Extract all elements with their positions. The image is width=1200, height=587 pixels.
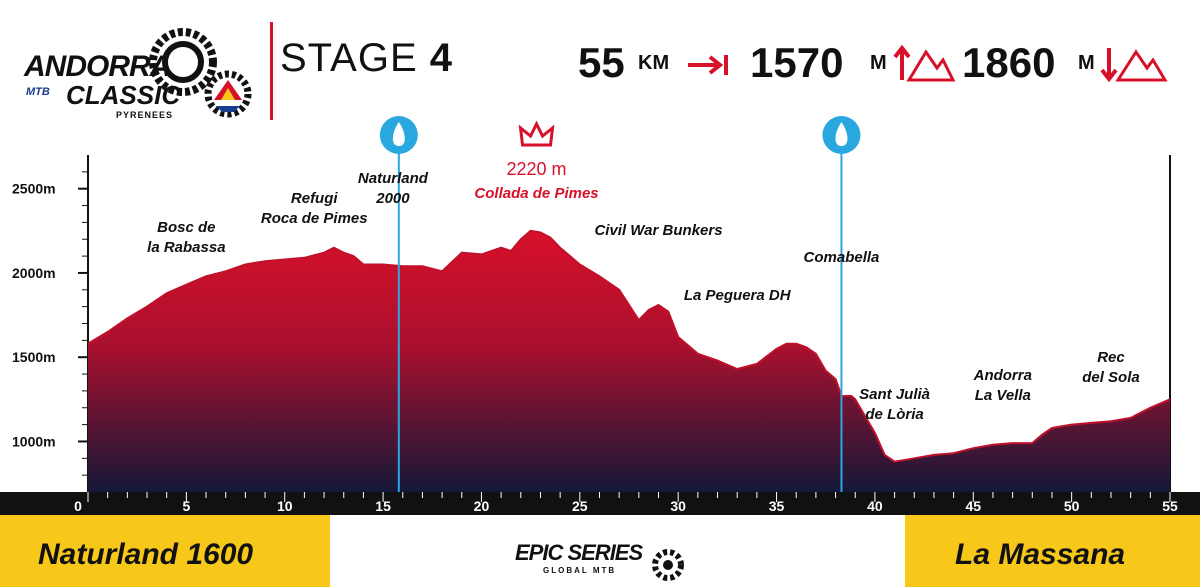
x-tick-label: 0: [74, 498, 82, 514]
poi-label-line2: la Rabassa: [147, 239, 225, 256]
finish-location: La Massana: [955, 538, 1126, 571]
poi-label-line2: de Lòria: [865, 406, 923, 423]
start-banner: [0, 515, 330, 587]
header-divider: [270, 22, 273, 120]
peak-name-label: Collada de Pimes: [474, 185, 598, 202]
distance-arrow-icon: [688, 55, 728, 75]
poi-label: La Peguera DH: [684, 287, 792, 304]
x-tick-label: 20: [474, 498, 490, 514]
gear-icon: [149, 28, 252, 118]
elevation-profile-chart: 1000m 1500m 2000m 2500m 2220 m Collada de Pi…: [0, 116, 1200, 515]
distance-unit: KM: [638, 52, 670, 74]
poi-label: Comabella: [804, 249, 880, 266]
descent-value: 1860: [962, 39, 1056, 86]
stage-title: STAGE 4: [280, 38, 453, 78]
start-location: Naturland 1600: [38, 538, 254, 571]
x-tick-label: 50: [1064, 498, 1080, 514]
distance-value: 55: [578, 39, 625, 86]
elevation-line: [87, 229, 1171, 463]
y-tick-label: 2000m: [12, 265, 56, 281]
x-axis-bar: [0, 492, 1200, 515]
descent-mountain-icon: [1100, 48, 1168, 82]
x-tick-label: 5: [182, 498, 190, 514]
y-tick-label: 1000m: [12, 433, 56, 449]
andorra-mtb-classic-logo: ANDORRA MTB CLASSIC PYRENEES: [18, 22, 268, 122]
logo-line2: CLASSIC: [66, 80, 181, 110]
poi-label: Rec: [1097, 349, 1125, 366]
poi-label-line2: Roca de Pimes: [261, 210, 368, 227]
header: ANDORRA MTB CLASSIC PYRENEES STAGE 4 55 …: [0, 0, 1200, 130]
stage-label: STAGE: [280, 36, 418, 80]
poi-label: Andorra: [973, 367, 1032, 384]
peak-elevation-label: 2220 m: [507, 159, 567, 179]
epic-gear-icon: [652, 549, 684, 581]
y-tick-label: 1500m: [12, 349, 56, 365]
water-drop-icon: [392, 122, 405, 146]
ascent-unit: M: [870, 52, 887, 74]
x-tick-label: 55: [1162, 498, 1178, 514]
poi-label: Sant Julià: [859, 386, 930, 403]
x-tick-label: 10: [277, 498, 293, 514]
poi-label-line2: del Sola: [1082, 369, 1140, 386]
x-tick-label: 30: [670, 498, 686, 514]
stage-number: 4: [429, 36, 453, 80]
ascent-value: 1570: [750, 39, 844, 86]
x-tick-label: 45: [965, 498, 981, 514]
poi-label: Bosc de: [157, 219, 215, 236]
logo-line1: ANDORRA: [24, 50, 171, 83]
water-drop-icon: [835, 122, 848, 146]
finish-banner: [905, 515, 1200, 587]
poi-label-line2: 2000: [375, 190, 410, 207]
poi-label-line2: La Vella: [975, 387, 1031, 404]
x-tick-label: 35: [769, 498, 785, 514]
logo-tag: PYRENEES: [116, 110, 174, 120]
y-tick-label: 2500m: [12, 181, 56, 197]
x-tick-label: 25: [572, 498, 588, 514]
poi-label: Refugi: [291, 190, 338, 207]
ascent-mountain-icon: [893, 44, 955, 82]
descent-unit: M: [1078, 52, 1095, 74]
epic-series-logo: EPIC SERIES: [515, 540, 643, 565]
elevation-area: [88, 230, 1170, 493]
logo-mtb: MTB: [26, 86, 50, 98]
poi-label: Naturland: [358, 170, 429, 187]
epic-series-tagline: GLOBAL MTB: [543, 566, 617, 575]
x-tick-label: 15: [375, 498, 391, 514]
poi-label: Civil War Bunkers: [594, 222, 722, 239]
peak-crown-icon: [518, 120, 555, 147]
x-tick-label: 40: [867, 498, 883, 514]
